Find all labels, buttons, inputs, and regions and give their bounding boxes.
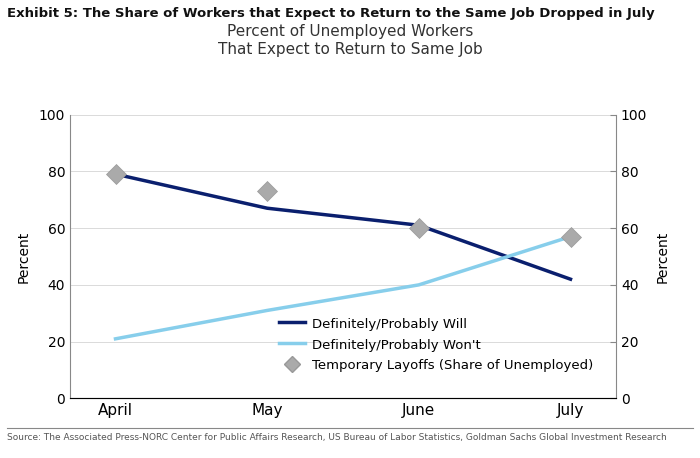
Y-axis label: Percent: Percent	[656, 230, 670, 283]
Text: Exhibit 5: The Share of Workers that Expect to Return to the Same Job Dropped in: Exhibit 5: The Share of Workers that Exp…	[7, 7, 654, 20]
Text: That Expect to Return to Same Job: That Expect to Return to Same Job	[218, 42, 482, 57]
Text: Percent of Unemployed Workers: Percent of Unemployed Workers	[227, 24, 473, 39]
Text: Source: The Associated Press-NORC Center for Public Affairs Research, US Bureau : Source: The Associated Press-NORC Center…	[7, 433, 666, 442]
Legend: Definitely/Probably Will, Definitely/Probably Won't, Temporary Layoffs (Share of: Definitely/Probably Will, Definitely/Pro…	[274, 311, 598, 378]
Y-axis label: Percent: Percent	[16, 230, 30, 283]
